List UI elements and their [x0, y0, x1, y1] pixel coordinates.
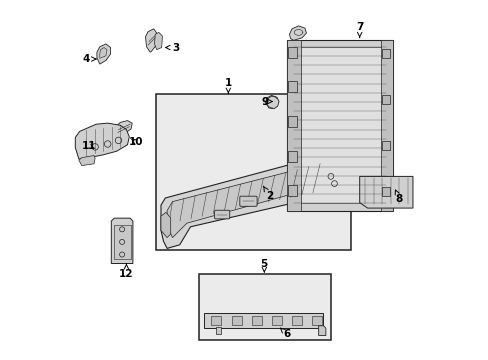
Polygon shape	[114, 225, 131, 259]
FancyBboxPatch shape	[382, 141, 389, 150]
Polygon shape	[167, 164, 332, 238]
Text: 12: 12	[119, 264, 133, 279]
Polygon shape	[289, 26, 306, 40]
FancyBboxPatch shape	[288, 116, 297, 127]
Polygon shape	[286, 40, 392, 211]
Polygon shape	[294, 47, 385, 203]
FancyBboxPatch shape	[211, 316, 221, 325]
Polygon shape	[115, 121, 132, 138]
Polygon shape	[380, 40, 392, 211]
Text: 5: 5	[260, 258, 267, 272]
Text: 3: 3	[165, 42, 180, 53]
FancyBboxPatch shape	[288, 47, 297, 58]
Text: 4: 4	[82, 54, 96, 64]
FancyBboxPatch shape	[382, 49, 389, 58]
Polygon shape	[204, 313, 322, 328]
FancyBboxPatch shape	[251, 316, 261, 325]
Polygon shape	[100, 48, 107, 58]
FancyBboxPatch shape	[291, 316, 302, 325]
Text: 9: 9	[261, 96, 272, 107]
FancyBboxPatch shape	[382, 95, 389, 104]
FancyBboxPatch shape	[271, 316, 282, 325]
Polygon shape	[265, 95, 279, 109]
Polygon shape	[286, 40, 300, 211]
FancyBboxPatch shape	[214, 210, 229, 219]
FancyBboxPatch shape	[156, 94, 350, 250]
Text: 10: 10	[129, 137, 143, 147]
Text: 1: 1	[224, 78, 231, 93]
Polygon shape	[161, 155, 340, 248]
Text: 6: 6	[280, 328, 290, 339]
Polygon shape	[359, 176, 412, 208]
FancyBboxPatch shape	[239, 196, 257, 206]
Polygon shape	[161, 212, 170, 238]
Polygon shape	[145, 29, 157, 52]
Polygon shape	[318, 326, 325, 336]
FancyBboxPatch shape	[231, 316, 241, 325]
Polygon shape	[111, 218, 133, 264]
FancyBboxPatch shape	[288, 81, 297, 92]
FancyBboxPatch shape	[288, 185, 297, 196]
Polygon shape	[79, 156, 95, 166]
Text: 7: 7	[355, 22, 363, 37]
Text: 8: 8	[394, 190, 402, 204]
Polygon shape	[215, 327, 220, 334]
Text: 11: 11	[81, 141, 96, 151]
Text: 2: 2	[263, 186, 273, 201]
FancyBboxPatch shape	[382, 187, 389, 196]
FancyBboxPatch shape	[199, 274, 330, 340]
Polygon shape	[97, 44, 110, 64]
FancyBboxPatch shape	[288, 151, 297, 162]
FancyBboxPatch shape	[311, 316, 322, 325]
Polygon shape	[154, 32, 162, 50]
Polygon shape	[75, 123, 129, 159]
